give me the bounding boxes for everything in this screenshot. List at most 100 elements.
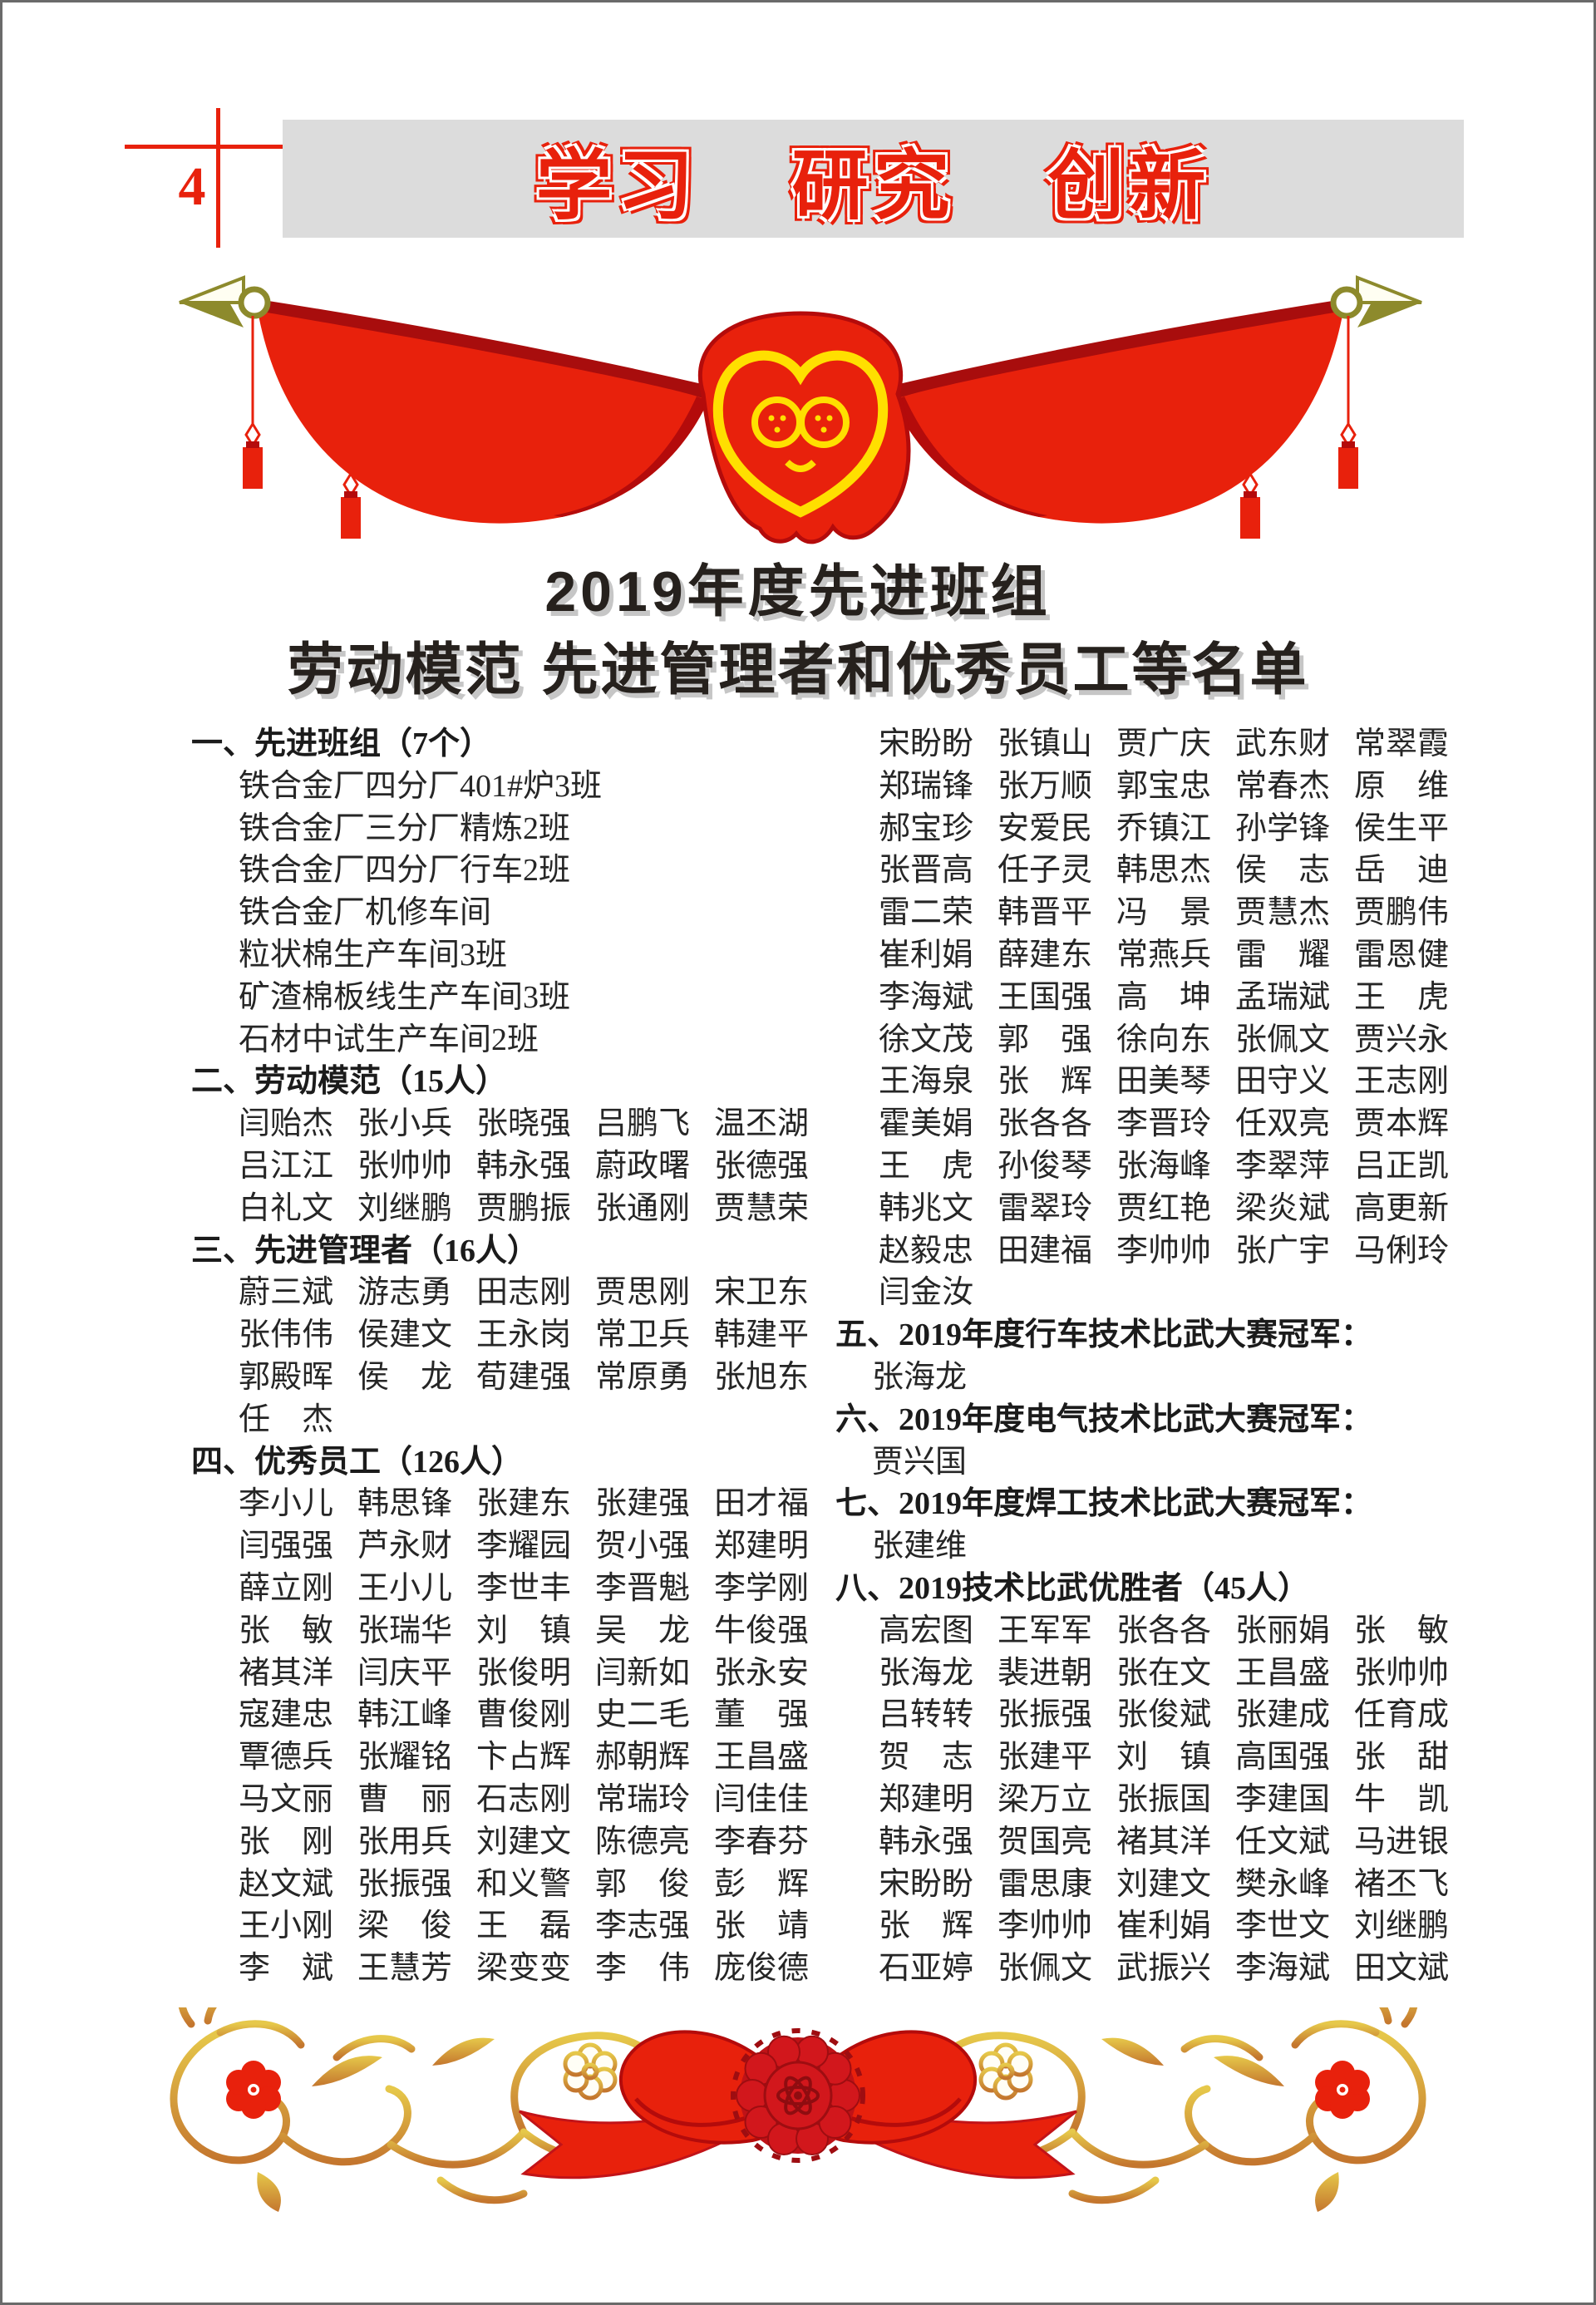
- person-name: 石志刚: [476, 1781, 572, 1817]
- person-name: 张 靖: [714, 1909, 810, 1944]
- person-name: 张帅帅: [1354, 1655, 1450, 1691]
- name-row: 张 辉李帅帅 崔利娟 李世文 刘继鹏: [835, 1905, 1492, 1948]
- name-row: 吕转转 张振强 张俊斌 张建成 任育成: [835, 1694, 1492, 1736]
- person-name: 张旭东: [714, 1359, 810, 1395]
- section-heading: 七、2019年度焊工技术比武大赛冠军：: [835, 1486, 1373, 1522]
- list-item: 粒状棉生产车间3班: [239, 937, 508, 973]
- person-name: 贾兴永: [1354, 1022, 1450, 1057]
- person-name: 樊永峰: [1235, 1866, 1331, 1902]
- person-name: 张镇山: [998, 726, 1093, 761]
- name-row: 王海泉张 辉田美琴 田守义 王志刚: [835, 1061, 1492, 1103]
- person-name: 崔利娟: [879, 937, 974, 973]
- person-name: 薛建东: [998, 937, 1093, 973]
- person-name: 张在文: [1116, 1655, 1212, 1691]
- section-heading: 三、先进管理者（16人）: [191, 1233, 539, 1268]
- person-name: 闫强强: [239, 1529, 334, 1564]
- person-name: 王慧芳: [357, 1951, 453, 1987]
- person-name: 田美琴: [1116, 1064, 1212, 1100]
- person-name: 王 磊: [476, 1909, 572, 1944]
- person-name: 雷翠玲: [998, 1190, 1093, 1226]
- person-name: 芦永财: [357, 1529, 453, 1564]
- person-name: 梁 俊: [357, 1909, 453, 1944]
- person-name: 张帅帅: [357, 1148, 453, 1184]
- person-name: 武振兴: [1116, 1951, 1212, 1987]
- name-row: 吕江江 张帅帅 韩永强 蔚政曙 张德强: [191, 1145, 835, 1188]
- name-row: 张 敏张瑞华刘 镇吴 龙牛俊强: [191, 1610, 835, 1652]
- person-name: 李小儿: [239, 1486, 334, 1522]
- person-name: 任双亮: [1235, 1106, 1331, 1142]
- person-name: 褚其洋: [1116, 1824, 1212, 1859]
- person-name: 梁变变: [476, 1951, 572, 1987]
- person-name: 贾红艳: [1116, 1190, 1212, 1226]
- person-name: 薛立刚: [239, 1570, 334, 1606]
- person-name: 闫贻杰: [239, 1106, 334, 1142]
- banner-emblem-icon: [712, 350, 889, 518]
- person-name: 李春芬: [714, 1824, 810, 1859]
- person-name: 张佩文: [998, 1951, 1093, 1987]
- red-flower-icon: [226, 2061, 281, 2119]
- person-name: 曹俊刚: [476, 1697, 572, 1733]
- person-name: 崔利娟: [1116, 1909, 1212, 1944]
- slogan-word-research: 研究: [791, 143, 955, 229]
- list-item: 铁合金厂四分厂行车2班: [239, 853, 571, 889]
- person-name: 张德强: [714, 1148, 810, 1184]
- person-name: 裴进朝: [998, 1655, 1093, 1691]
- slogan-word-study: 学习: [535, 143, 699, 229]
- person-name: 贺小强: [595, 1529, 691, 1564]
- gold-scroll-left-icon: [170, 2007, 674, 2212]
- person-name: 梁万立: [998, 1781, 1093, 1817]
- person-name: 任 杰: [239, 1401, 334, 1437]
- person-name: 张 刚: [239, 1824, 334, 1859]
- person-name: 张 敏: [1354, 1613, 1450, 1648]
- person-name: 李学刚: [714, 1570, 810, 1606]
- person-name: 韩永强: [879, 1824, 974, 1859]
- person-name: 牛 凯: [1354, 1781, 1450, 1817]
- person-name: 李耀园: [476, 1529, 572, 1564]
- person-name: 郭殿晖: [239, 1359, 334, 1395]
- rosette-icon: [731, 2028, 865, 2163]
- person-name: 常瑞玲: [595, 1781, 691, 1817]
- person-name: 蔚三斌: [239, 1275, 334, 1311]
- list-item: 矿渣棉板线生产车间3班: [239, 979, 571, 1015]
- person-name: 刘建文: [1116, 1866, 1212, 1902]
- person-name: 王昌盛: [714, 1740, 810, 1776]
- person-name: 雷思康: [998, 1866, 1093, 1902]
- name-row: 张晋高 任子灵 韩思杰侯 志岳 迪: [835, 850, 1492, 892]
- person-name: 荀建强: [476, 1359, 572, 1395]
- person-name: 牛俊强: [714, 1613, 810, 1648]
- person-name: 张伟伟: [239, 1317, 334, 1353]
- person-name: 张 辉: [998, 1064, 1093, 1100]
- person-name: 石亚婷: [879, 1951, 974, 1987]
- person-name: 郭宝忠: [1116, 768, 1212, 804]
- person-name: 贾本辉: [1354, 1106, 1450, 1142]
- section-heading: 二、劳动模范（15人）: [191, 1064, 508, 1100]
- person-name: 蔚政曙: [595, 1148, 691, 1184]
- person-name: 吕正凯: [1354, 1148, 1450, 1184]
- person-name: 李海斌: [879, 979, 974, 1015]
- person-name: 刘继鹏: [357, 1190, 453, 1226]
- name-row: 张 刚张用兵 刘建文 陈德亮 李春芬: [191, 1821, 835, 1864]
- person-name: 张通刚: [595, 1190, 691, 1226]
- list-item: 贾兴国: [872, 1444, 968, 1480]
- person-name: 郑瑞锋: [879, 768, 974, 804]
- person-name: 李 伟: [595, 1951, 691, 1987]
- name-row: 闫贻杰 张小兵 张晓强 吕鹏飞 温丕湖: [191, 1103, 835, 1145]
- person-name: 侯 龙: [357, 1359, 453, 1395]
- person-name: 韩江峰: [357, 1697, 453, 1733]
- name-row: 任 杰: [191, 1399, 835, 1441]
- person-name: 闫金汝: [879, 1275, 974, 1311]
- person-name: 张各各: [1116, 1613, 1212, 1648]
- person-name: 韩晋平: [998, 895, 1093, 931]
- name-row: 王 虎孙俊琴 张海峰 李翠萍 吕正凯: [835, 1145, 1492, 1188]
- person-name: 刘建文: [476, 1824, 572, 1859]
- person-name: 闫佳佳: [714, 1781, 810, 1817]
- name-row: 郑建明 梁万立 张振国 李建国牛 凯: [835, 1779, 1492, 1821]
- crop-mark-vertical: [216, 108, 220, 248]
- name-row: 李 斌王慧芳 梁变变李 伟庞俊德: [191, 1948, 835, 1990]
- gold-finial-right-icon: [1330, 275, 1422, 328]
- person-name: 安爱民: [998, 810, 1093, 846]
- person-name: 宋盼盼: [879, 1866, 974, 1902]
- person-name: 雷恩健: [1354, 937, 1450, 973]
- person-name: 郭 俊: [595, 1866, 691, 1902]
- section-heading: 六、2019年度电气技术比武大赛冠军：: [835, 1401, 1373, 1437]
